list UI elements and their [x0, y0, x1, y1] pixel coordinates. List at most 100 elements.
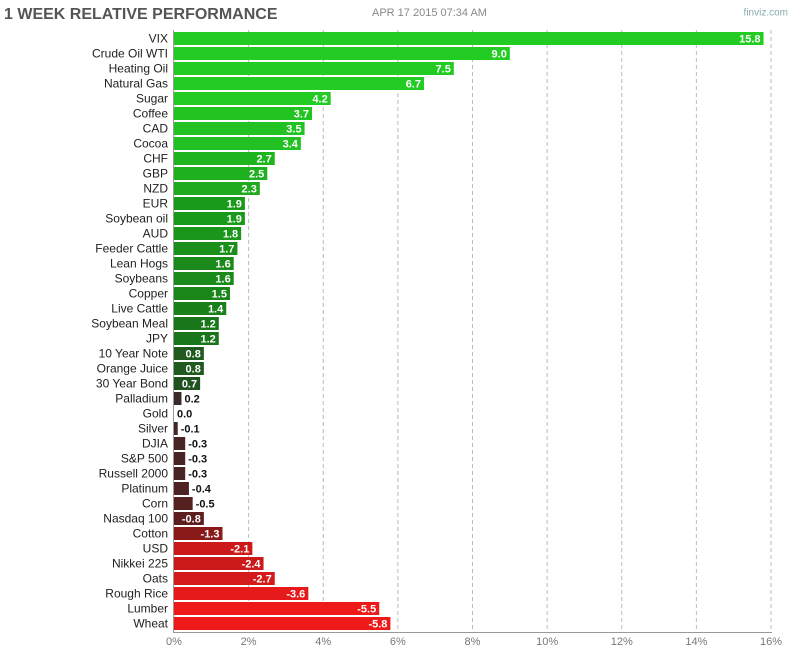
bar: [174, 377, 201, 390]
y-tick-label: CHF: [143, 152, 168, 166]
y-tick-label: Crude Oil WTI: [92, 47, 168, 61]
bar: [174, 347, 204, 360]
source: finviz.com: [744, 8, 788, 19]
bar: [174, 587, 309, 600]
bar: [174, 467, 186, 480]
value-label: 0.7: [182, 378, 197, 390]
x-tick-label: 10%: [536, 636, 558, 648]
x-tick-label: 16%: [760, 636, 782, 648]
bar: [174, 557, 264, 570]
bar: [174, 182, 260, 195]
bar: [174, 212, 245, 225]
value-label: -1.3: [201, 528, 220, 540]
value-label: 0.0: [177, 408, 192, 420]
y-tick-label: Palladium: [115, 392, 168, 406]
y-tick-label: DJIA: [142, 437, 168, 451]
bar: [174, 527, 223, 540]
value-label: -3.6: [286, 588, 305, 600]
bar: [174, 302, 227, 315]
value-label: -0.4: [192, 483, 212, 495]
bar: [174, 122, 305, 135]
y-tick-label: Heating Oil: [109, 62, 168, 76]
y-tick-label: JPY: [146, 332, 168, 346]
value-label: -0.3: [188, 438, 207, 450]
y-tick-label: NZD: [143, 182, 168, 196]
x-tick-label: 4%: [315, 636, 331, 648]
value-label: 0.8: [186, 363, 201, 375]
y-tick-label: Soybean Meal: [91, 317, 168, 331]
x-tick-label: 2%: [241, 636, 257, 648]
bar: [174, 77, 424, 90]
bar: [174, 572, 275, 585]
chart-subtitle: APR 17 2015 07:34 AM: [372, 7, 487, 19]
y-tick-label: Gold: [143, 407, 168, 421]
bar: [174, 617, 391, 630]
y-tick-label: Live Cattle: [111, 302, 168, 316]
bar: [174, 392, 182, 405]
y-tick-label: Nikkei 225: [112, 557, 168, 571]
value-label: 2.5: [249, 168, 264, 180]
value-label: -0.5: [196, 498, 215, 510]
bar: [174, 32, 764, 45]
bar: [174, 197, 245, 210]
y-tick-label: Lean Hogs: [110, 257, 168, 271]
y-tick-label: 30 Year Bond: [96, 377, 168, 391]
y-tick-label: Natural Gas: [104, 77, 168, 91]
value-label: 2.7: [256, 153, 271, 165]
y-tick-label: Corn: [142, 497, 168, 511]
y-tick-label: USD: [143, 542, 169, 556]
bar: [174, 107, 313, 120]
bar: [174, 47, 510, 60]
y-tick-label: Cotton: [133, 527, 168, 541]
y-tick-label: S&P 500: [121, 452, 168, 466]
value-label: 3.7: [294, 108, 309, 120]
y-tick-label: Soybean oil: [105, 212, 168, 226]
bar: [174, 362, 204, 375]
value-label: 15.8: [739, 33, 760, 45]
y-tick-label: Sugar: [136, 92, 168, 106]
x-tick-label: 14%: [685, 636, 707, 648]
x-tick-label: 8%: [465, 636, 481, 648]
value-label: 1.5: [212, 288, 227, 300]
y-tick-label: Nasdaq 100: [103, 512, 168, 526]
bar: [174, 137, 301, 150]
bar: [174, 257, 234, 270]
y-tick-label: Feeder Cattle: [95, 242, 168, 256]
value-label: -2.7: [253, 573, 272, 585]
value-label: 2.3: [242, 183, 257, 195]
value-label: -2.1: [230, 543, 249, 555]
chart-title: 1 WEEK RELATIVE PERFORMANCE: [4, 6, 278, 23]
bar: [174, 317, 219, 330]
value-label: -0.3: [188, 453, 207, 465]
value-label: -0.8: [182, 513, 201, 525]
y-tick-label: Oats: [143, 572, 168, 586]
bar: [174, 152, 275, 165]
y-tick-label: EUR: [143, 197, 169, 211]
bar: [174, 242, 238, 255]
y-tick-label: Wheat: [133, 617, 168, 631]
y-tick-label: Cocoa: [133, 137, 168, 151]
bar: [174, 497, 193, 510]
y-tick-label: Russell 2000: [99, 467, 169, 481]
bar: [174, 437, 186, 450]
value-label: 1.4: [208, 303, 224, 315]
bar: [174, 512, 204, 525]
value-label: 0.2: [184, 393, 199, 405]
y-tick-label: AUD: [143, 227, 169, 241]
y-tick-label: CAD: [143, 122, 169, 136]
value-label: -5.8: [368, 618, 387, 630]
y-tick-label: VIX: [149, 32, 168, 46]
bar: [174, 482, 189, 495]
value-label: 1.8: [223, 228, 238, 240]
value-label: 1.7: [219, 243, 234, 255]
bar: [174, 167, 268, 180]
value-label: -5.5: [357, 603, 376, 615]
value-label: 3.4: [283, 138, 299, 150]
value-label: 4.2: [312, 93, 327, 105]
bar: [174, 287, 230, 300]
bar: [174, 227, 242, 240]
bar: [174, 452, 186, 465]
value-label: 1.9: [227, 198, 242, 210]
y-tick-label: Lumber: [127, 602, 168, 616]
